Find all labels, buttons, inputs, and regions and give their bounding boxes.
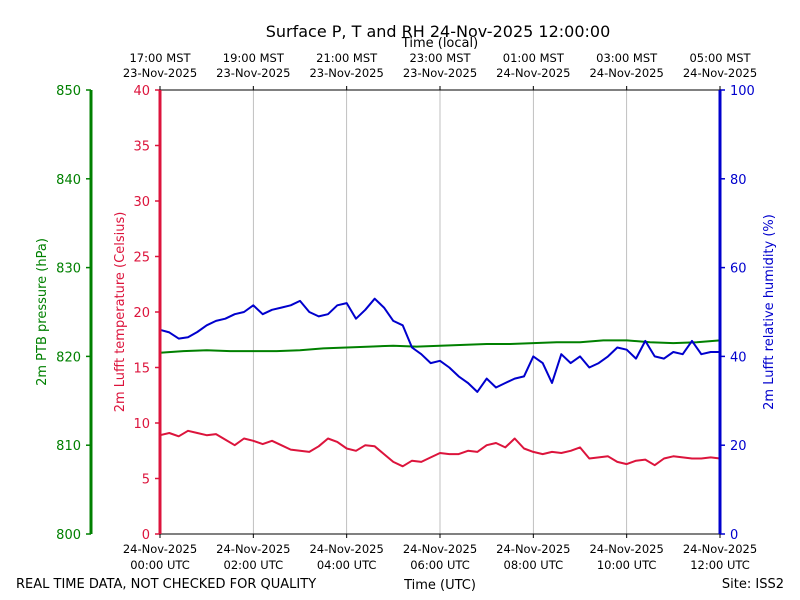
temperature-tick-label: 25 xyxy=(133,251,150,266)
utc-tick-time: 00:00 UTC xyxy=(130,558,190,572)
local-tick-time: 05:00 MST xyxy=(689,51,751,65)
humidity-tick-label: 40 xyxy=(730,350,747,365)
humidity-tick-label: 80 xyxy=(730,173,747,188)
local-tick-date: 23-Nov-2025 xyxy=(123,66,197,80)
pressure-tick-label: 810 xyxy=(56,439,81,454)
temperature-tick-label: 5 xyxy=(142,473,150,488)
utc-tick-time: 02:00 UTC xyxy=(224,558,284,572)
humidity-tick-label: 0 xyxy=(730,528,738,543)
humidity-axis-ticks: 0 20 40 60 80 100 xyxy=(720,84,755,543)
local-tick-date: 24-Nov-2025 xyxy=(589,66,663,80)
local-tick-date: 23-Nov-2025 xyxy=(403,66,477,80)
humidity-tick-label: 60 xyxy=(730,262,747,277)
pressure-series-line xyxy=(159,339,721,354)
humidity-axis-label: 2m Lufft relative humidity (%) xyxy=(762,214,777,410)
utc-tick-time: 12:00 UTC xyxy=(690,558,750,572)
temperature-axis-label: 2m Lufft temperature (Celsius) xyxy=(113,212,128,413)
local-tick-date: 23-Nov-2025 xyxy=(216,66,290,80)
local-tick-date: 24-Nov-2025 xyxy=(683,66,757,80)
temperature-axis-ticks: 0 5 10 15 20 25 30 35 40 xyxy=(133,84,160,543)
utc-time-ticks: 24-Nov-2025 00:00 UTC 24-Nov-2025 02:00 UTC… xyxy=(123,534,757,572)
pressure-tick-label: 800 xyxy=(56,528,81,543)
local-tick-time: 23:00 MST xyxy=(409,51,471,65)
temperature-tick-label: 0 xyxy=(142,528,150,543)
local-tick-date: 24-Nov-2025 xyxy=(496,66,570,80)
utc-tick-time: 08:00 UTC xyxy=(504,558,564,572)
temperature-series-line xyxy=(159,429,721,468)
humidity-series-line xyxy=(159,297,721,393)
site-label: Site: ISS2 xyxy=(722,577,784,592)
top-axis-label: Time (local) xyxy=(401,36,478,51)
utc-tick-date: 24-Nov-2025 xyxy=(403,542,477,556)
temperature-tick-label: 10 xyxy=(133,417,150,432)
humidity-tick-label: 100 xyxy=(730,84,755,99)
local-tick-time: 17:00 MST xyxy=(129,51,191,65)
utc-tick-time: 06:00 UTC xyxy=(410,558,470,572)
local-tick-time: 21:00 MST xyxy=(316,51,378,65)
utc-tick-date: 24-Nov-2025 xyxy=(496,542,570,556)
local-tick-date: 23-Nov-2025 xyxy=(309,66,383,80)
vertical-gridlines xyxy=(252,90,628,534)
utc-tick-time: 10:00 UTC xyxy=(597,558,657,572)
local-tick-time: 19:00 MST xyxy=(223,51,285,65)
temperature-tick-label: 20 xyxy=(133,306,150,321)
pressure-axis-ticks: 800 810 820 830 840 850 xyxy=(56,84,91,543)
temperature-tick-label: 40 xyxy=(133,84,150,99)
chart-title: Surface P, T and RH 24-Nov-2025 12:00:00 xyxy=(266,22,611,41)
quality-disclaimer: REAL TIME DATA, NOT CHECKED FOR QUALITY xyxy=(16,577,316,592)
pressure-tick-label: 850 xyxy=(56,84,81,99)
utc-tick-date: 24-Nov-2025 xyxy=(309,542,383,556)
pressure-tick-label: 820 xyxy=(56,350,81,365)
pressure-tick-label: 840 xyxy=(56,173,81,188)
utc-tick-time: 04:00 UTC xyxy=(317,558,377,572)
humidity-tick-label: 20 xyxy=(730,439,747,454)
temperature-tick-label: 15 xyxy=(133,362,150,377)
utc-tick-date: 24-Nov-2025 xyxy=(683,542,757,556)
utc-tick-date: 24-Nov-2025 xyxy=(123,542,197,556)
local-tick-time: 03:00 MST xyxy=(596,51,658,65)
temperature-tick-label: 35 xyxy=(133,140,150,155)
utc-tick-date: 24-Nov-2025 xyxy=(216,542,290,556)
bottom-axis-label: Time (UTC) xyxy=(403,578,476,593)
series-layer xyxy=(159,297,721,468)
local-tick-time: 01:00 MST xyxy=(503,51,565,65)
temperature-tick-label: 30 xyxy=(133,195,150,210)
pressure-axis-label: 2m PTB pressure (hPa) xyxy=(35,238,50,386)
pressure-tick-label: 830 xyxy=(56,262,81,277)
utc-tick-date: 24-Nov-2025 xyxy=(589,542,663,556)
